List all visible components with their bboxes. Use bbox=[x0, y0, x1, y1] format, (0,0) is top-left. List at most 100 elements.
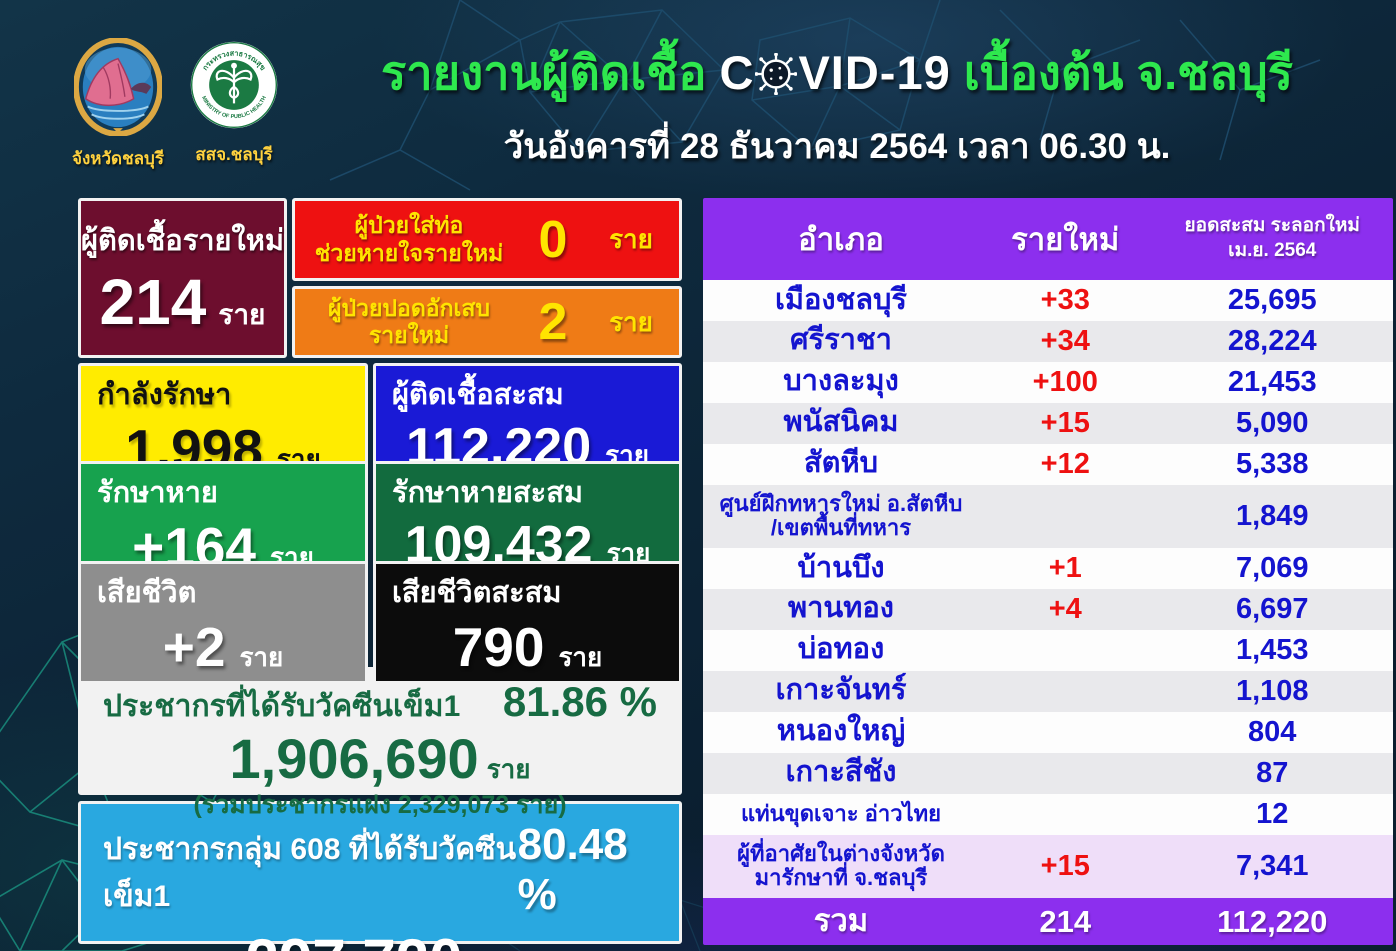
vaccine-608-percent: 80.48 % bbox=[517, 820, 628, 919]
district-name-cell: ศรีราชา bbox=[790, 324, 892, 357]
treating-label: กำลังรักษา bbox=[97, 379, 232, 411]
table-row: บางละมุง +100 21,453 bbox=[703, 362, 1393, 403]
title-suffix: เบื้องต้น จ.ชลบุรี bbox=[963, 46, 1293, 99]
district-cumulative-cell: 1,453 bbox=[1235, 633, 1309, 666]
table-row: บ่อทอง 1,453 bbox=[703, 630, 1393, 671]
vaccine-dose1-unit: ราย bbox=[486, 754, 531, 784]
vaccine-dose1-value: 1,906,690 bbox=[229, 727, 479, 790]
district-table: อำเภอ รายใหม่ ยอดสะสม ระลอกใหม่ เม.ย. 25… bbox=[703, 198, 1393, 945]
new-cases-label: ผู้ติดเชื้อรายใหม่ bbox=[81, 225, 284, 257]
district-new-cases-cell: +100 bbox=[1032, 365, 1098, 398]
deaths-new-label: เสียชีวิต bbox=[97, 577, 197, 609]
vaccine-608-label: ประชากรกลุ่ม 608 ที่ได้รับวัคซีนเข็ม1 bbox=[103, 833, 517, 913]
district-cumulative-cell: 5,090 bbox=[1235, 406, 1309, 439]
intubated-box: ผู้ป่วยใส่ท่อ ช่วยหายใจรายใหม่ 0 ราย bbox=[292, 198, 682, 282]
district-name-cell: บ้านบึง bbox=[797, 551, 885, 584]
table-row: เกาะจันทร์ 1,108 bbox=[703, 670, 1393, 712]
district-cumulative-cell: 804 bbox=[1248, 715, 1297, 748]
title-covid-rest: VID-19 bbox=[798, 46, 951, 99]
district-name-cell: พนัสนิคม bbox=[783, 406, 899, 439]
column-header-cumulative: ยอดสะสม ระลอกใหม่ เม.ย. 2564 bbox=[1184, 215, 1360, 261]
column-header-new: รายใหม่ bbox=[1011, 222, 1120, 257]
deaths-total-value: 790 bbox=[452, 616, 545, 678]
table-row: ผู้ที่อาศัยในต่างจังหวัด มารักษาที่ จ.ชล… bbox=[703, 834, 1393, 898]
table-row: พานทอง +4 6,697 bbox=[703, 588, 1393, 630]
summary-stats-panel: ผู้ติดเชื้อรายใหม่ 214 ราย ผู้ป่วยใส่ท่อ… bbox=[78, 198, 682, 951]
district-new-cases-cell: +4 bbox=[1048, 592, 1082, 625]
deaths-new-unit: ราย bbox=[239, 642, 284, 672]
total-row-cumulative: 112,220 bbox=[1217, 903, 1328, 939]
district-table-header: อำเภอ รายใหม่ ยอดสะสม ระลอกใหม่ เม.ย. 25… bbox=[703, 198, 1393, 280]
vaccine-608-value: 297,720 bbox=[246, 927, 463, 951]
deaths-new-box: เสียชีวิต +2 ราย bbox=[78, 561, 368, 684]
moph-logo: กระทรวงสาธารณสุข MINISTRY OF PUBLIC HEAL… bbox=[184, 38, 284, 172]
title-block: รายงานผู้ติดเชื้อ C VID-19 เบื้องต้น จ.ชล… bbox=[282, 48, 1392, 174]
district-new-cases-cell: +15 bbox=[1040, 849, 1090, 882]
table-row: หนองใหญ่ 804 bbox=[703, 712, 1393, 753]
vaccine-dose1-label: ประชากรที่ได้รับวัคซีนเข็ม1 bbox=[103, 690, 461, 723]
district-name-cell: บ่อทอง bbox=[797, 633, 885, 666]
recovered-total-label: รักษาหายสะสม bbox=[392, 477, 584, 509]
vaccine-608-box: ประชากรกลุ่ม 608 ที่ได้รับวัคซีนเข็ม1 80… bbox=[78, 801, 682, 951]
chonburi-seal-icon bbox=[73, 37, 163, 137]
title-prefix: รายงานผู้ติดเชื้อ bbox=[381, 46, 707, 99]
new-cases-unit: ราย bbox=[218, 299, 266, 330]
district-cumulative-cell: 87 bbox=[1256, 756, 1289, 789]
district-name-cell: เมืองชลบุรี bbox=[774, 283, 908, 316]
page-title: รายงานผู้ติดเชื้อ C VID-19 เบื้องต้น จ.ชล… bbox=[282, 48, 1392, 103]
pneumonia-label: ผู้ป่วยปอดอักเสบ รายใหม่ bbox=[327, 294, 491, 349]
district-cumulative-cell: 21,453 bbox=[1227, 365, 1317, 398]
pneumonia-unit: ราย bbox=[609, 306, 653, 337]
district-cumulative-cell: 7,069 bbox=[1235, 552, 1309, 584]
intubated-label: ผู้ป่วยใส่ท่อ ช่วยหายใจรายใหม่ bbox=[314, 212, 504, 266]
table-row: สัตหีบ +12 5,338 bbox=[703, 444, 1393, 485]
column-header-district: อำเภอ bbox=[798, 222, 884, 257]
district-name-cell: สัตหีบ bbox=[803, 447, 879, 480]
deaths-new-value: +2 bbox=[162, 616, 226, 678]
district-cumulative-cell: 1,849 bbox=[1235, 499, 1309, 532]
district-cumulative-cell: 5,338 bbox=[1235, 447, 1309, 480]
district-rows: เมืองชลบุรี +33 25,695 ศรีราชา +34 28,22… bbox=[703, 280, 1393, 898]
table-row: เกาะสีชัง 87 bbox=[703, 752, 1393, 794]
logo-group: จังหวัดชลบุรี กระทรวงสาธารณสุข MINISTRY … bbox=[68, 37, 284, 172]
pneumonia-box: ผู้ป่วยปอดอักเสบ รายใหม่ 2 ราย bbox=[292, 286, 682, 358]
report-date: วันอังคารที่ 28 ธันวาคม 2564 เวลา 06.30 … bbox=[503, 127, 1171, 167]
pneumonia-value: 2 bbox=[538, 293, 568, 352]
table-row: พนัสนิคม +15 5,090 bbox=[703, 402, 1393, 444]
table-row: ศูนย์ฝึกทหารใหม่ อ.สัตหีบ /เขตพื้นที่ทหา… bbox=[703, 484, 1393, 549]
district-cumulative-cell: 7,341 bbox=[1235, 849, 1309, 882]
district-new-cases-cell: +15 bbox=[1040, 406, 1090, 439]
district-cumulative-cell: 6,697 bbox=[1235, 592, 1309, 625]
vaccine-dose1-percent: 81.86 % bbox=[502, 678, 657, 725]
total-row: รวม 214 112,220 bbox=[703, 898, 1393, 945]
vaccine-dose1-note: (รวมประชากรแฝง 2,329,073 ราย) bbox=[193, 791, 567, 819]
table-row: เมืองชลบุรี +33 25,695 bbox=[703, 280, 1393, 321]
district-name-cell: ผู้ที่อาศัยในต่างจังหวัด มารักษาที่ จ.ชล… bbox=[737, 841, 945, 891]
chonburi-province-logo: จังหวัดชลบุรี bbox=[68, 37, 168, 172]
deaths-total-box: เสียชีวิตสะสม 790 ราย bbox=[373, 561, 682, 684]
intubated-unit: ราย bbox=[609, 224, 653, 255]
moph-logo-label: สสจ.ชลบุรี bbox=[195, 145, 273, 164]
moph-seal-icon: กระทรวงสาธารณสุข MINISTRY OF PUBLIC HEAL… bbox=[190, 41, 278, 129]
district-name-cell: ศูนย์ฝึกทหารใหม่ อ.สัตหีบ /เขตพื้นที่ทหา… bbox=[719, 491, 963, 541]
district-name-cell: แท่นขุดเจาะ อ่าวไทย bbox=[740, 800, 942, 826]
recovered-new-label: รักษาหาย bbox=[97, 477, 218, 509]
total-row-new: 214 bbox=[1039, 903, 1092, 939]
intubated-value: 0 bbox=[538, 210, 568, 269]
district-new-cases-cell: +12 bbox=[1040, 447, 1090, 480]
district-new-cases-cell: +34 bbox=[1040, 324, 1090, 357]
district-cumulative-cell: 1,108 bbox=[1235, 674, 1309, 707]
report-header: จังหวัดชลบุรี กระทรวงสาธารณสุข MINISTRY … bbox=[0, 0, 1396, 196]
virus-icon bbox=[754, 52, 798, 103]
new-cases-value: 214 bbox=[99, 266, 207, 338]
title-covid-c: C bbox=[719, 46, 755, 99]
district-cumulative-cell: 28,224 bbox=[1227, 324, 1317, 357]
new-cases-box: ผู้ติดเชื้อรายใหม่ 214 ราย bbox=[78, 198, 287, 358]
district-name-cell: พานทอง bbox=[788, 592, 894, 625]
table-row: แท่นขุดเจาะ อ่าวไทย 12 bbox=[703, 794, 1393, 835]
cumulative-cases-label: ผู้ติดเชื้อสะสม bbox=[392, 379, 564, 411]
deaths-total-label: เสียชีวิตสะสม bbox=[392, 577, 562, 609]
district-name-cell: บางละมุง bbox=[783, 365, 899, 398]
district-cumulative-cell: 25,695 bbox=[1227, 283, 1317, 316]
